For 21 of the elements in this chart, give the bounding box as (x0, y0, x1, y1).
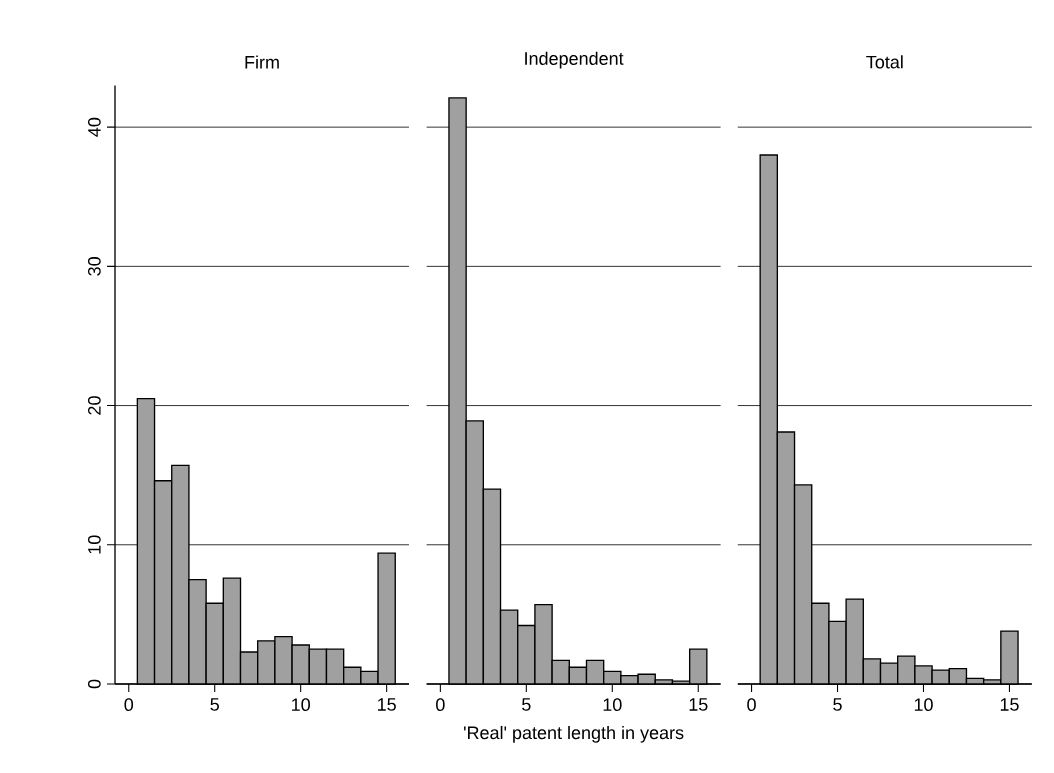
x-tick-label: 10 (914, 698, 933, 711)
y-tick-label: 30 (87, 257, 101, 276)
chart-title: Total (866, 55, 903, 69)
x-tick-label: 5 (833, 698, 842, 711)
x-tick-label: 0 (747, 698, 756, 711)
y-tick-label: 10 (87, 535, 101, 554)
y-tick-label: 20 (87, 396, 101, 415)
x-tick-label: 15 (689, 698, 708, 711)
y-tick-label: 0 (87, 679, 101, 689)
x-tick-label: 0 (124, 698, 134, 711)
x-tick-label: 5 (210, 698, 219, 711)
chart-title: Independent (525, 51, 624, 69)
chart-title: Firm (245, 55, 279, 69)
x-tick-label: 10 (603, 698, 622, 711)
x-tick-label: 0 (436, 698, 445, 711)
x-axis-title: 'Real' patent length in years (464, 725, 684, 743)
x-tick-label: 15 (1000, 698, 1019, 711)
x-tick-label: 5 (522, 698, 531, 711)
x-tick-label: 10 (292, 698, 310, 711)
y-tick-label: 40 (87, 117, 101, 137)
x-tick-label: 15 (378, 698, 396, 711)
